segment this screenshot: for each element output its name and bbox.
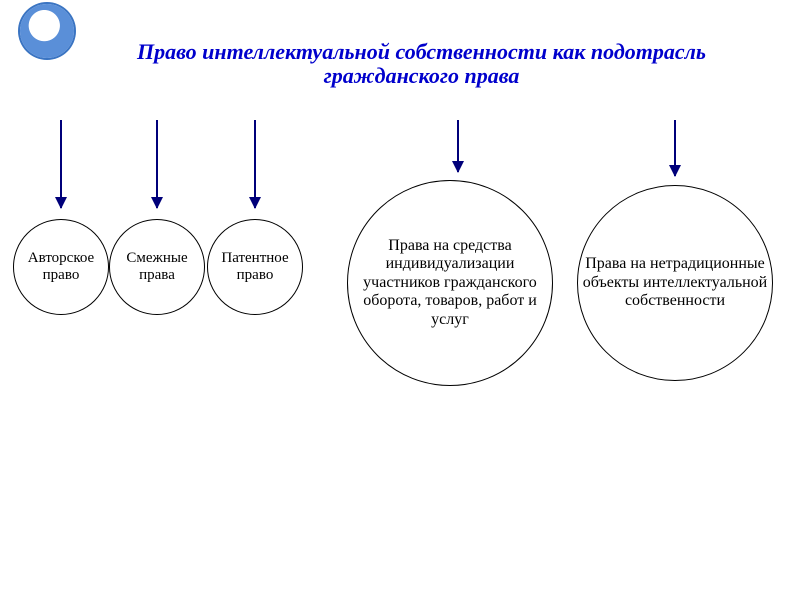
arrow-individualization <box>457 120 459 172</box>
node-nontraditional: Права на нетрадиционные объекты интеллек… <box>577 185 773 381</box>
arrow-related <box>156 120 158 208</box>
slide-title: Право интеллектуальной собственности как… <box>83 40 760 88</box>
node-copyright: Авторское право <box>13 219 109 315</box>
university-logo <box>20 4 74 58</box>
node-label: Права на средства индивидуализации участ… <box>352 237 548 329</box>
node-related: Смежные права <box>109 219 205 315</box>
arrow-patent <box>254 120 256 208</box>
node-label: Патентное право <box>212 250 298 285</box>
node-patent: Патентное право <box>207 219 303 315</box>
node-label: Авторское право <box>18 250 104 285</box>
arrow-nontraditional <box>674 120 676 176</box>
node-label: Права на нетрадиционные объекты интеллек… <box>582 255 768 310</box>
node-individualization: Права на средства индивидуализации участ… <box>347 180 553 386</box>
node-label: Смежные права <box>114 250 200 285</box>
arrow-copyright <box>60 120 62 208</box>
